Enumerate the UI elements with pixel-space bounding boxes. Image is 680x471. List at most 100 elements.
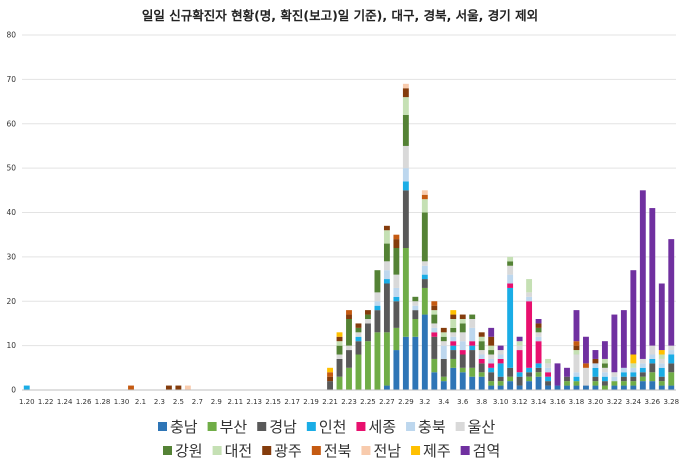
x-tick-label: 3.26 bbox=[645, 398, 661, 406]
x-tick-label: 3.2 bbox=[419, 398, 430, 406]
bar-segment bbox=[488, 367, 495, 373]
bar-segment bbox=[658, 358, 665, 364]
legend-label: 충북 bbox=[418, 418, 446, 436]
bar-segment bbox=[507, 261, 514, 266]
x-tick-label: 3.6 bbox=[457, 398, 469, 406]
bar-segment bbox=[535, 332, 542, 337]
bar-segment bbox=[327, 367, 333, 373]
bar-segment bbox=[393, 327, 400, 351]
bar-segment bbox=[431, 323, 438, 328]
bar-segment bbox=[497, 350, 504, 355]
bar-segment bbox=[478, 350, 485, 355]
x-tick-label: 1.22 bbox=[38, 398, 54, 406]
bars bbox=[23, 83, 675, 391]
bar-segment bbox=[450, 345, 457, 351]
bar-segment bbox=[545, 367, 551, 373]
bar-segment bbox=[658, 376, 665, 382]
x-tick-label: 2.27 bbox=[379, 398, 395, 406]
bar-segment bbox=[402, 190, 409, 248]
x-tick-label: 3.28 bbox=[663, 398, 679, 406]
bar-segment bbox=[497, 345, 504, 351]
bar-segment bbox=[507, 376, 514, 382]
bar-segment bbox=[611, 376, 618, 382]
bar-segment bbox=[601, 376, 608, 382]
bar-segment bbox=[545, 385, 551, 390]
bar-segment bbox=[526, 372, 533, 377]
bar-segment bbox=[601, 341, 608, 359]
bar-segment bbox=[383, 283, 390, 333]
bar-segment bbox=[601, 385, 608, 390]
bar-segment bbox=[649, 372, 656, 382]
bar-segment bbox=[516, 350, 523, 373]
y-tick-label: 10 bbox=[6, 341, 16, 350]
bar-segment bbox=[592, 381, 599, 386]
bar-segment bbox=[402, 145, 409, 169]
bar-segment bbox=[507, 256, 514, 262]
bar-segment bbox=[374, 305, 381, 311]
y-tick-label: 50 bbox=[6, 164, 16, 173]
bar-segment bbox=[383, 225, 390, 231]
x-tick-label: 3.14 bbox=[531, 398, 547, 406]
bar-segment bbox=[355, 336, 362, 342]
bar-segment bbox=[346, 319, 352, 346]
x-tick-label: 1.20 bbox=[19, 398, 35, 406]
bar-segment bbox=[639, 367, 646, 373]
bar-segment bbox=[488, 354, 495, 359]
gridlines bbox=[22, 34, 676, 347]
x-tick-label: 2.9 bbox=[211, 398, 222, 406]
bar-segment bbox=[346, 310, 352, 315]
bar-segment bbox=[23, 385, 30, 390]
bar-segment bbox=[383, 270, 390, 280]
bar-segment bbox=[630, 376, 637, 382]
bar-segment bbox=[336, 354, 343, 359]
bar-segment bbox=[658, 381, 665, 386]
bar-segment bbox=[497, 376, 504, 382]
bar-segment bbox=[374, 301, 381, 306]
bar-segment bbox=[668, 363, 675, 373]
bar-segment bbox=[469, 367, 476, 377]
bar-segment bbox=[336, 336, 343, 342]
y-tick-label: 20 bbox=[6, 297, 16, 306]
bar-segment bbox=[393, 296, 400, 302]
bar-segment bbox=[431, 358, 438, 373]
bar-segment bbox=[402, 114, 409, 146]
bar-segment bbox=[620, 372, 627, 377]
bar-segment bbox=[545, 363, 551, 368]
bar-segment bbox=[526, 301, 533, 368]
bar-segment bbox=[365, 323, 371, 342]
bar-segment bbox=[592, 363, 599, 368]
x-tick-label: 2.19 bbox=[303, 398, 319, 406]
bar-segment bbox=[459, 314, 466, 319]
bar-segment bbox=[402, 88, 409, 98]
bar-segment bbox=[450, 350, 457, 359]
bar-segment bbox=[459, 323, 466, 333]
bar-segment bbox=[564, 367, 570, 377]
bar-segment bbox=[573, 385, 580, 390]
bar-segment bbox=[450, 310, 457, 315]
bar-segment bbox=[516, 336, 523, 342]
bar-segment bbox=[402, 248, 409, 337]
x-tick-label: 3.12 bbox=[512, 398, 528, 406]
x-tick-label: 2.29 bbox=[398, 398, 414, 406]
bar-segment bbox=[488, 336, 495, 346]
bar-segment bbox=[459, 354, 466, 368]
legend-label: 부산 bbox=[220, 418, 248, 436]
bar-segment bbox=[365, 310, 371, 315]
bar-segment bbox=[393, 287, 400, 297]
y-tick-label: 0 bbox=[11, 386, 16, 395]
bar-segment bbox=[573, 341, 580, 346]
legend-label: 강원 bbox=[175, 442, 203, 460]
bar-segment bbox=[365, 319, 371, 324]
bar-segment bbox=[592, 385, 599, 390]
bar-segment bbox=[497, 354, 504, 359]
bar-segment bbox=[516, 385, 523, 390]
legend-swatch bbox=[460, 446, 470, 455]
bar-segment bbox=[535, 341, 542, 364]
bar-segment bbox=[402, 97, 409, 115]
bar-segment bbox=[421, 274, 428, 280]
x-tick-label: 3.4 bbox=[438, 398, 450, 406]
legend-swatch bbox=[455, 422, 465, 431]
bar-segment bbox=[450, 367, 457, 390]
